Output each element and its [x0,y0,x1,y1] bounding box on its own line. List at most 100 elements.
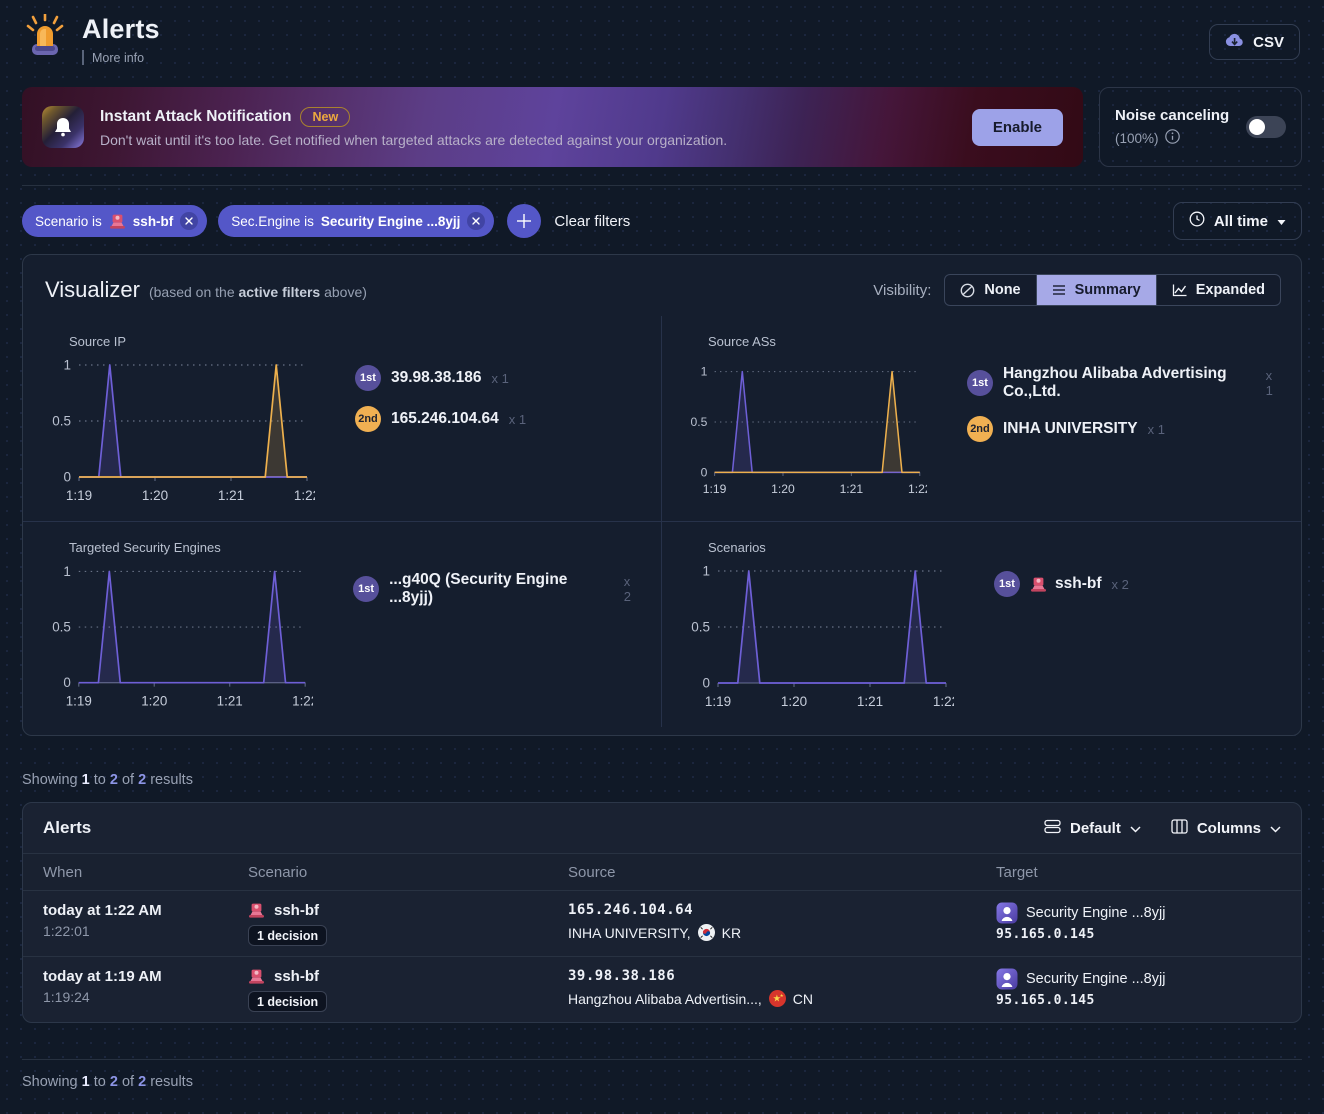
chart-legend: 1st ssh-bf x 2 [994,559,1129,715]
svg-text:1:19: 1:19 [703,482,727,496]
visibility-segmented-control: None Summary Expanded [944,274,1281,306]
chart-cell: Source IP 1 0.5 0 1:19 1:20 1:21 1:22 1st 39.98.3… [23,316,662,522]
page-title: Alerts [82,14,160,44]
table-body: today at 1:22 AM 1:22:01 ssh-bf 1 decision 1… [23,891,1301,1022]
info-icon[interactable] [1164,129,1180,147]
csv-button[interactable]: CSV [1209,24,1300,60]
svg-text:0.5: 0.5 [52,414,71,429]
legend-count: x 1 [1147,421,1165,437]
visibility-label: Visibility: [873,281,932,299]
footer-divider [22,1059,1302,1060]
svg-text:1:19: 1:19 [705,694,731,709]
rank-badge: 2nd [966,416,993,442]
columns-dropdown[interactable]: Columns [1171,818,1281,838]
enable-button[interactable]: Enable [971,108,1063,146]
target-engine: Security Engine ...8yjj [996,902,1281,924]
legend-entry: 2nd 165.246.104.64 x 1 [355,406,526,432]
remove-filter-icon[interactable] [467,212,486,230]
more-info-link[interactable]: More info [82,50,160,65]
siren-icon [24,13,66,65]
chart-legend: 1st Hangzhou Alibaba Advertising Co.,Ltd.… [966,353,1281,509]
chart-cell: Scenarios 1 0.5 0 1:19 1:20 1:21 1:22 1st ssh-bf x… [662,522,1301,727]
legend-entry: 1st Hangzhou Alibaba Advertising Co.,Ltd.… [966,365,1281,401]
legend-count: x 1 [1265,368,1273,398]
legend-entry: 1st ...g40Q (Security Engine ...8yjj) x 2 [353,571,641,607]
clear-filters-button[interactable]: Clear filters [554,212,631,230]
svg-text:1: 1 [63,564,70,579]
visibility-mode-none[interactable]: None [945,275,1035,305]
remove-filter-icon[interactable] [180,212,199,230]
svg-text:0: 0 [702,676,710,691]
banner-description: Don't wait until it's too late. Get noti… [100,131,728,148]
rank-badge: 1st [994,571,1020,597]
legend-label: ...g40Q (Security Engine ...8yjj) [389,571,568,606]
ssh-bf-icon [249,969,264,984]
chevron-down-icon [1270,820,1281,837]
chart-title: Targeted Security Engines [69,540,221,555]
svg-text:1:20: 1:20 [781,694,807,709]
source-ip: 39.98.38.186 [568,968,676,984]
source-org: Hangzhou Alibaba Advertisin..., ★ ★ CN [568,990,814,1007]
density-icon [1044,819,1061,838]
legend-count: x 1 [508,411,527,427]
source-ip: 165.246.104.64 [568,902,694,918]
cloud-download-icon [1225,33,1244,51]
svg-text:0.5: 0.5 [691,620,710,635]
noise-canceling-toggle[interactable] [1246,116,1286,138]
column-header-source: Source [568,863,616,881]
legend-label: Hangzhou Alibaba Advertising Co.,Ltd. [1002,365,1227,400]
filter-bar: Scenario is ssh-bf Sec.Engine is Security E… [22,202,1302,240]
alert-scenario: ssh-bf [248,968,568,985]
filter-chip[interactable]: Scenario is ssh-bf [22,205,208,237]
svg-text:1:20: 1:20 [141,694,167,709]
table-row[interactable]: today at 1:22 AM 1:22:01 ssh-bf 1 decision 1… [23,891,1301,957]
svg-text:0.5: 0.5 [52,620,71,635]
chart-legend: 1st ...g40Q (Security Engine ...8yjj) x 2 [353,559,641,715]
density-dropdown[interactable]: Default [1044,819,1141,838]
header-divider [22,185,1302,186]
instant-attack-banner: Instant Attack Notification New Don't wa… [22,87,1083,167]
time-range-button[interactable]: All time [1172,202,1302,240]
svg-text:1:21: 1:21 [840,482,864,496]
table-header-row: When Scenario Source Target [23,853,1301,891]
source-org: INHA UNIVERSITY, KR [568,924,742,941]
svg-text:1:19: 1:19 [66,694,92,709]
chart-cell: Source ASs 1 0.5 0 1:19 1:20 1:21 1:22 1st Hangzh… [662,316,1301,522]
svg-text:1: 1 [702,564,710,579]
legend-entry: 2nd INHA UNIVERSITY x 1 [966,416,1281,442]
chart-legend: 1st 39.98.38.186 x 1 2nd 165.246.104.64 x 1 [355,353,526,509]
country-code: KR [721,924,742,941]
banner-row: Instant Attack Notification New Don't wa… [22,87,1302,167]
svg-text:1: 1 [63,358,71,373]
svg-text:1:22: 1:22 [908,482,927,496]
filter-chip[interactable]: Sec.Engine is Security Engine ...8yjj [218,205,495,237]
columns-icon [1171,818,1188,838]
ssh-bf-icon [1031,577,1046,592]
legend-entry: 1st ssh-bf x 2 [994,571,1129,597]
divider-bar [82,50,84,65]
visualizer-subtitle: (based on the active filters above) [148,284,367,300]
mini-line-chart: 1 0.5 0 1:19 1:20 1:21 1:22 [52,358,315,504]
svg-text:1:22: 1:22 [933,694,954,709]
legend-label: INHA UNIVERSITY [1002,420,1138,437]
target-engine: Security Engine ...8yjj [996,968,1281,990]
alert-when: today at 1:22 AM [43,902,162,919]
table-row[interactable]: today at 1:19 AM 1:19:24 ssh-bf 1 decision 3… [23,957,1301,1022]
rank-badge: 2nd [355,406,381,432]
mini-line-chart: 1 0.5 0 1:19 1:20 1:21 1:22 [691,564,954,710]
noise-percent: (100%) [1115,130,1159,146]
chart-cell: Targeted Security Engines 1 0.5 0 1:19 1:20 1:… [23,522,662,727]
target-ip: 95.165.0.145 [996,927,1095,942]
visibility-mode-expanded[interactable]: Expanded [1155,275,1280,305]
add-filter-button[interactable] [507,204,542,238]
svg-text:1:22: 1:22 [294,488,315,503]
visualizer-panel: Visualizer (based on the active filters a… [22,254,1302,736]
alerts-table-panel: Alerts Default Columns [22,802,1302,1023]
visibility-mode-summary[interactable]: Summary [1035,275,1156,305]
legend-label: 39.98.38.186 [391,369,482,386]
alert-when: today at 1:19 AM [43,968,162,985]
mini-line-chart: 1 0.5 0 1:19 1:20 1:21 1:22 [691,365,927,496]
svg-text:1:21: 1:21 [218,488,244,503]
svg-text:1:19: 1:19 [66,488,92,503]
